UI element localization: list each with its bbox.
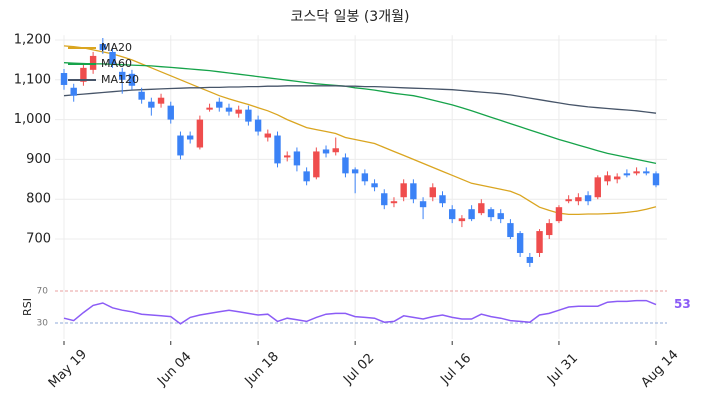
moving-average-line bbox=[63, 45, 657, 216]
moving-average-line bbox=[63, 62, 657, 165]
y-tick-label: 1,000 bbox=[14, 112, 51, 127]
candle-body bbox=[167, 105, 174, 120]
candle-body bbox=[371, 183, 378, 188]
value-label: 53 bbox=[674, 297, 691, 311]
candle-body bbox=[429, 187, 436, 198]
candle-body bbox=[458, 218, 466, 222]
y-tick-label: 30 bbox=[37, 319, 49, 329]
candle-body bbox=[507, 223, 514, 238]
candle-body bbox=[138, 91, 145, 100]
candle-body bbox=[652, 173, 660, 186]
y-tick-label: 70 bbox=[37, 287, 49, 297]
y-tick-label: 1,200 bbox=[14, 32, 51, 47]
candle-body bbox=[565, 199, 572, 202]
candle-body bbox=[361, 173, 369, 182]
candle-body bbox=[80, 67, 87, 82]
y-tick-label: 800 bbox=[26, 192, 51, 207]
candle-body bbox=[177, 135, 184, 156]
legend-label: MA20 bbox=[101, 41, 132, 54]
candle-body bbox=[439, 195, 446, 204]
chart-title: 코스닥 일봉 (3개월) bbox=[291, 9, 410, 25]
candle-body bbox=[293, 151, 301, 166]
candle-body bbox=[235, 109, 242, 114]
candle-body bbox=[264, 133, 272, 138]
candle-body bbox=[448, 209, 456, 220]
candle-body bbox=[60, 73, 68, 85]
candle-body bbox=[70, 87, 77, 96]
candle-body bbox=[186, 135, 194, 140]
candle-body bbox=[216, 101, 223, 108]
candle-body bbox=[274, 135, 281, 164]
moving-average-line bbox=[63, 85, 657, 114]
candle-body bbox=[254, 119, 262, 132]
candle-body bbox=[613, 176, 621, 180]
candle-body bbox=[400, 183, 407, 198]
candle-body bbox=[99, 43, 107, 50]
legend-label: MA120 bbox=[101, 73, 139, 86]
x-tick-label: Jul 31 bbox=[544, 351, 581, 388]
candle-body bbox=[284, 155, 291, 158]
candle-body bbox=[478, 203, 485, 214]
candle-body bbox=[497, 213, 504, 220]
candle-body bbox=[381, 193, 388, 206]
candle-body bbox=[303, 171, 310, 182]
candle-body bbox=[526, 256, 534, 263]
candle-body bbox=[128, 73, 136, 86]
candle-body bbox=[604, 175, 611, 182]
candle-body bbox=[225, 107, 233, 112]
y-tick-label: 1,100 bbox=[14, 72, 51, 87]
candle-body bbox=[633, 171, 640, 174]
candle-body bbox=[468, 209, 475, 220]
candle-body bbox=[245, 109, 252, 122]
x-tick-label: Jul 02 bbox=[340, 351, 377, 388]
candle-body bbox=[109, 51, 116, 64]
candle-body bbox=[643, 171, 650, 174]
candle-body bbox=[487, 209, 495, 218]
candle-body bbox=[332, 148, 339, 153]
candle-body bbox=[584, 195, 592, 202]
rsi-line bbox=[63, 299, 657, 325]
y-tick-label: 900 bbox=[26, 152, 51, 167]
candle-body bbox=[313, 151, 320, 178]
y-tick-label: 700 bbox=[26, 232, 51, 247]
candle-body bbox=[390, 201, 398, 204]
candle-body bbox=[623, 173, 631, 176]
candle-body bbox=[322, 149, 330, 154]
legend-label: MA60 bbox=[101, 57, 132, 70]
candle-body bbox=[148, 101, 155, 108]
candle-body bbox=[89, 55, 97, 70]
candle-body bbox=[157, 97, 165, 104]
x-tick-label: Jun 18 bbox=[242, 349, 282, 389]
x-tick-label: May 19 bbox=[46, 347, 90, 391]
candle-body bbox=[546, 223, 553, 236]
x-tick-label: Aug 14 bbox=[638, 347, 681, 390]
x-tick-label: Jun 04 bbox=[154, 349, 194, 389]
candle-body bbox=[536, 231, 543, 253]
candle-body bbox=[555, 207, 563, 222]
candle-body bbox=[342, 157, 349, 174]
candle-body bbox=[351, 169, 359, 174]
candle-body bbox=[419, 201, 427, 208]
candle-body bbox=[410, 183, 417, 200]
x-tick-label: Jul 16 bbox=[437, 351, 474, 388]
y-axis-label: RSI bbox=[21, 298, 34, 316]
candle-body bbox=[206, 107, 213, 110]
candle-body bbox=[119, 71, 126, 80]
candle-body bbox=[594, 177, 601, 198]
candle-body bbox=[196, 119, 204, 148]
candle-body bbox=[516, 233, 524, 253]
candle-body bbox=[575, 197, 582, 202]
